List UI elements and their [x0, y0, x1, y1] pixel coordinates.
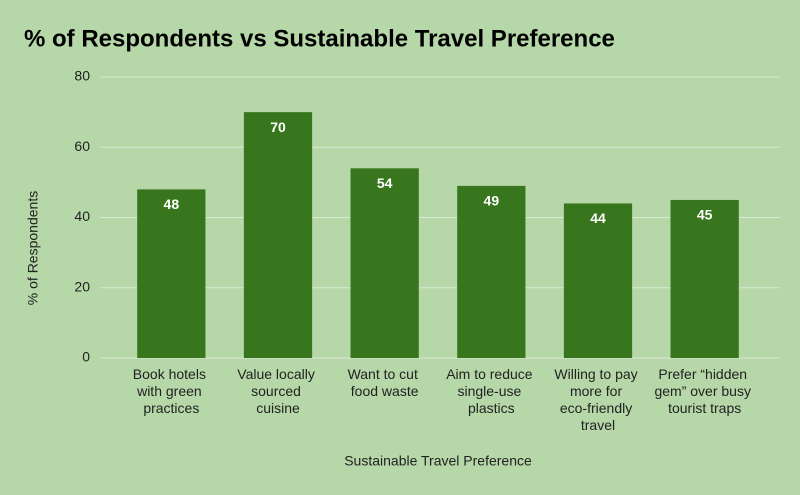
data-label: 48 — [164, 196, 180, 212]
x-tick-label: Want to cut food waste — [348, 366, 422, 399]
x-tick-label: Prefer “hidden gem” over busy tourist tr… — [654, 366, 754, 416]
bar — [350, 168, 419, 358]
data-label: 44 — [590, 210, 606, 226]
y-tick-label: 20 — [74, 278, 90, 294]
x-tick-label: Willing to pay more for eco-friendly tra… — [554, 366, 641, 433]
y-tick-label: 0 — [82, 349, 90, 365]
bar — [243, 112, 313, 358]
y-tick-label: 80 — [74, 68, 90, 84]
bar — [137, 189, 206, 358]
y-tick-label: 40 — [74, 208, 90, 224]
y-axis-title: % of Respondents — [25, 191, 41, 305]
x-tick-label: Value locally sourced cuisine — [237, 366, 318, 416]
x-axis-title: Sustainable Travel Preference — [344, 453, 532, 469]
data-label: 54 — [377, 175, 393, 191]
data-label: 49 — [484, 193, 500, 209]
data-label: 70 — [270, 119, 286, 135]
y-tick-label: 60 — [74, 138, 90, 154]
bar — [457, 185, 526, 358]
bar — [563, 203, 633, 358]
x-tick-label: Book hotels with green practices — [133, 366, 210, 416]
x-tick-label: Aim to reduce single-use plastics — [446, 366, 536, 416]
chart-title: % of Respondents vs Sustainable Travel P… — [24, 25, 615, 52]
bar — [670, 199, 739, 358]
data-label: 45 — [697, 207, 713, 223]
